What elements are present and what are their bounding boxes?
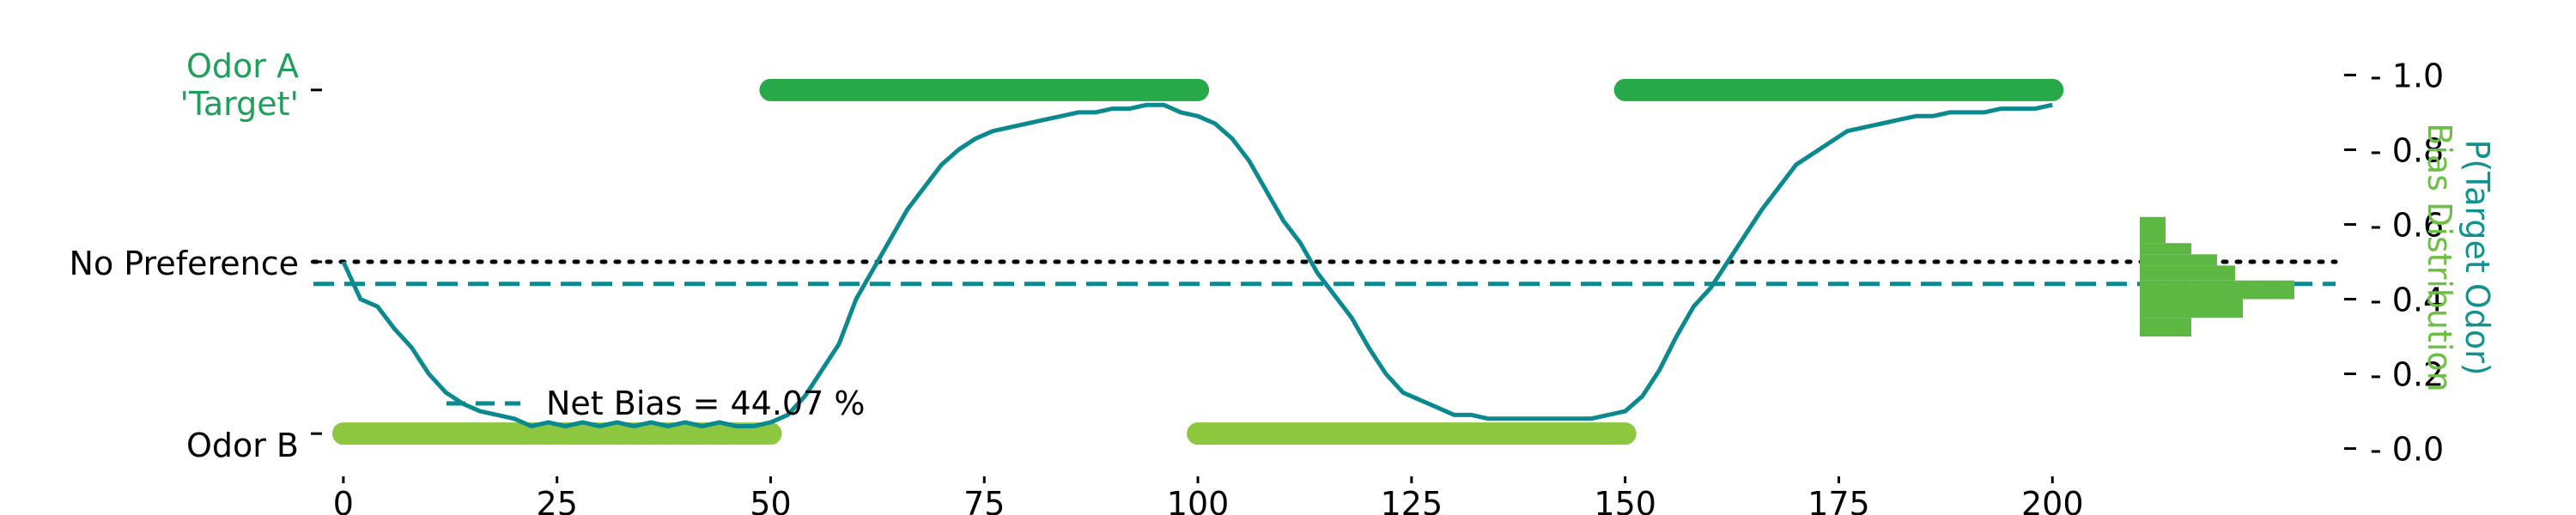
x-tick-label-175: 175	[1807, 485, 1870, 515]
x-tick-label-25: 25	[537, 485, 578, 515]
odor-b-label: Odor B	[186, 427, 299, 464]
odor-a-label-line1: Odor A	[186, 47, 299, 85]
right-axis-label: P(Target Odor)	[2458, 139, 2496, 375]
x-tick-label-200: 200	[2021, 485, 2084, 515]
histogram-bar-4	[2140, 265, 2235, 281]
histogram-bar-7	[2140, 216, 2166, 244]
histogram-bar-3	[2140, 280, 2294, 285]
no-preference-label: No Preference	[70, 245, 299, 282]
y-tick-label-3: - 0.6	[2370, 206, 2444, 244]
y-tick-label-0: - 0.0	[2370, 431, 2444, 469]
odor-a-label-line2: 'Target'	[180, 85, 299, 123]
y-tick-label-2: - 0.4	[2370, 282, 2444, 319]
histogram-bar-2	[2140, 284, 2294, 300]
x-tick-label-125: 125	[1381, 485, 1443, 515]
x-tick-label-0: 0	[333, 485, 354, 515]
bias-distribution-label: Bias Distribution	[2421, 123, 2458, 391]
y-tick-label-1: - 0.2	[2370, 356, 2444, 394]
plot-area: 0 25 50 75 100 125 150 175 200 - 0.0 - 0.2 - 0.4 - 0…	[311, 57, 2444, 515]
histogram-bar-6	[2140, 243, 2191, 255]
x-tick-label-150: 150	[1594, 485, 1656, 515]
histogram-bar-0	[2140, 318, 2191, 337]
y-tick-label-4: - 0.8	[2370, 131, 2444, 169]
x-tick-label-75: 75	[963, 485, 1005, 515]
x-tick-label-50: 50	[750, 485, 791, 515]
histogram-bar-1	[2140, 299, 2243, 318]
y-tick-label-5: - 1.0	[2370, 57, 2444, 94]
probability-line	[341, 102, 2053, 428]
legend-label: Net Bias = 44.07 %	[546, 385, 865, 422]
histogram-bar-5	[2140, 254, 2217, 266]
x-tick-label-100: 100	[1167, 485, 1230, 515]
